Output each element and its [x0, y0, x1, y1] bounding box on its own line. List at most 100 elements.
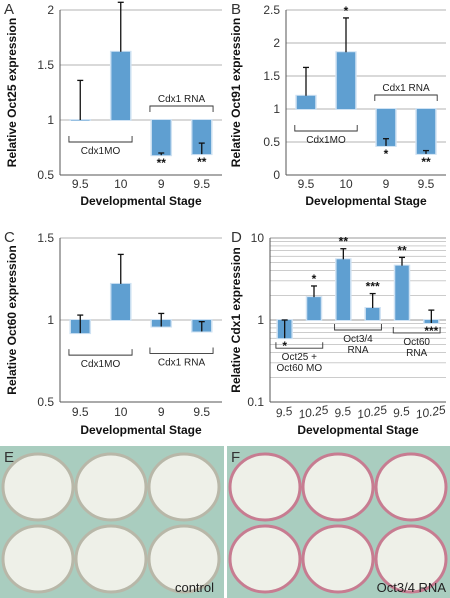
- significance-marker: **: [157, 156, 167, 170]
- x-tick-label: 10.25: [415, 403, 447, 422]
- significance-marker: ***: [366, 280, 380, 294]
- bracket-label: Cdx1MO: [81, 146, 121, 157]
- bar: [70, 120, 90, 121]
- x-axis-label: Developmental Stage: [80, 194, 202, 208]
- bar: [416, 109, 436, 154]
- panel-e-photo: E control: [0, 446, 224, 598]
- bracket-label: Oct3/4 RNA: [343, 334, 373, 356]
- significance-marker: *: [118, 0, 123, 2]
- bracket-label: Oct60 RNA: [403, 337, 430, 359]
- culture-well: [301, 452, 375, 522]
- bar: [151, 120, 171, 156]
- y-tick-label: 1.5: [37, 58, 54, 72]
- y-tick-label: 1.5: [263, 69, 280, 83]
- bar: [111, 283, 131, 320]
- bar: [376, 109, 396, 146]
- y-tick-label: 10: [251, 231, 265, 245]
- x-tick-label: 9.5: [72, 405, 89, 419]
- culture-well: [74, 452, 148, 522]
- y-tick-label: 0.1: [247, 395, 264, 409]
- bracket-label: Oct25 + Oct60 MO: [277, 352, 323, 374]
- x-tick-label: 10.25: [297, 403, 329, 422]
- culture-well: [147, 524, 221, 594]
- y-tick-label: 0.5: [37, 395, 54, 409]
- x-tick-label: 9.5: [72, 177, 89, 191]
- x-tick-label: 10.25: [356, 403, 388, 422]
- bracket-label: Cdx1MO: [81, 359, 121, 370]
- culture-well: [374, 524, 448, 594]
- bar: [307, 297, 321, 320]
- y-tick-label: 1: [257, 313, 264, 327]
- bar: [192, 120, 212, 155]
- y-tick-label: 1: [47, 313, 54, 327]
- culture-well: [374, 452, 448, 522]
- group-bracket: [149, 347, 214, 354]
- bracket-label-line: RNA: [406, 348, 427, 359]
- bracket-label-line: Oct3/4: [343, 334, 373, 345]
- culture-well: [147, 452, 221, 522]
- culture-well: [301, 524, 375, 594]
- x-tick-label: 9.5: [333, 404, 352, 421]
- x-tick-label: 10: [114, 405, 128, 419]
- panel-letter: A: [4, 1, 14, 18]
- group-bracket: [294, 125, 358, 132]
- culture-well: [1, 452, 75, 522]
- panel-f-photo: F Oct3/4 RNA: [227, 446, 450, 598]
- panel-letter: B: [231, 1, 241, 18]
- x-tick-label: 9.5: [275, 404, 294, 421]
- x-tick-label: 9.5: [392, 404, 411, 421]
- significance-marker: **: [197, 155, 207, 169]
- y-tick-label: 2.5: [263, 3, 280, 17]
- bracket-label: Cdx1 RNA: [158, 94, 206, 105]
- y-axis-label: Relative Oct91 expression: [229, 18, 243, 167]
- y-axis-label: Relative Cdx1 expression: [229, 247, 243, 392]
- x-axis-label: Developmental Stage: [305, 194, 427, 208]
- bar: [336, 259, 351, 320]
- y-tick-label: 1: [47, 113, 54, 127]
- x-tick-label: 9.5: [418, 177, 435, 191]
- photo-e-caption: control: [175, 580, 214, 595]
- significance-marker: *: [384, 147, 389, 161]
- culture-well: [228, 524, 302, 594]
- culture-well: [1, 524, 75, 594]
- x-tick-label: 9: [383, 177, 390, 191]
- bar: [365, 308, 380, 320]
- group-bracket: [334, 324, 382, 331]
- y-tick-label: 2: [47, 3, 54, 17]
- y-tick-label: 0.5: [263, 135, 280, 149]
- x-axis-label: Developmental Stage: [80, 423, 202, 437]
- significance-marker: **: [339, 235, 349, 249]
- bracket-label: Cdx1 RNA: [158, 357, 206, 368]
- y-tick-label: 0: [273, 168, 280, 182]
- y-tick-label: 1: [273, 102, 280, 116]
- significance-marker: **: [397, 243, 407, 257]
- y-axis-label: Relative Oct25 expression: [5, 18, 19, 167]
- bar: [395, 265, 409, 320]
- culture-well: [228, 452, 302, 522]
- significance-marker: *: [312, 272, 317, 286]
- x-tick-label: 9: [158, 405, 165, 419]
- group-bracket: [374, 94, 438, 101]
- panel-letter: C: [4, 229, 15, 246]
- x-tick-label: 10: [339, 177, 353, 191]
- group-bracket: [149, 105, 214, 112]
- bar: [111, 51, 131, 120]
- significance-marker: *: [282, 339, 287, 353]
- photo-f-caption: Oct3/4 RNA: [377, 580, 447, 595]
- bracket-label: Cdx1 RNA: [382, 83, 430, 94]
- bracket-label-line: Oct25 +: [282, 352, 317, 363]
- group-bracket: [68, 136, 133, 143]
- significance-marker: ***: [424, 324, 438, 338]
- y-axis-label: Relative Oct60 expression: [5, 245, 19, 394]
- x-tick-label: 9.5: [193, 177, 210, 191]
- bar: [296, 95, 316, 109]
- panel-e-letter: E: [4, 449, 14, 466]
- bracket-label: Cdx1MO: [306, 135, 346, 146]
- bracket-label-line: Oct60 MO: [277, 363, 323, 374]
- bracket-label-line: RNA: [347, 345, 368, 356]
- significance-marker: **: [421, 155, 431, 169]
- x-tick-label: 9: [158, 177, 165, 191]
